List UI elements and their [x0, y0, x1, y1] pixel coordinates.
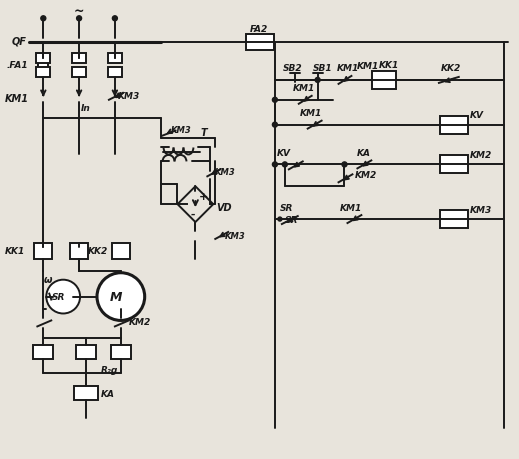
Text: KK2: KK2: [441, 64, 461, 73]
Text: KM3: KM3: [118, 92, 140, 101]
Text: QF: QF: [11, 36, 26, 46]
Text: KA: KA: [357, 149, 371, 157]
Circle shape: [46, 280, 80, 314]
Text: KM2: KM2: [354, 170, 377, 179]
Circle shape: [278, 218, 282, 222]
Bar: [440, 117, 468, 134]
Text: KM1: KM1: [293, 84, 315, 93]
Bar: [36, 68, 50, 78]
Text: .FA1: .FA1: [7, 62, 28, 70]
Bar: [72, 54, 86, 64]
Bar: [76, 346, 96, 359]
Text: KK2: KK2: [88, 247, 108, 256]
Text: T: T: [200, 127, 207, 137]
Circle shape: [272, 162, 277, 168]
Text: VD: VD: [216, 203, 232, 213]
Circle shape: [272, 98, 277, 103]
Text: +: +: [198, 192, 208, 202]
Text: M: M: [110, 291, 122, 303]
Bar: [74, 386, 98, 400]
Circle shape: [113, 17, 117, 22]
Text: KK1: KK1: [379, 61, 400, 69]
Text: KM1: KM1: [300, 109, 322, 118]
Text: KM3: KM3: [470, 205, 492, 214]
Bar: [33, 346, 53, 359]
Text: KM3: KM3: [215, 168, 236, 176]
Bar: [34, 243, 52, 259]
Text: R₂g: R₂g: [101, 365, 118, 374]
Text: ~: ~: [74, 5, 85, 18]
Bar: [372, 72, 396, 90]
Text: SR: SR: [285, 215, 298, 224]
Text: In: In: [81, 104, 91, 113]
Text: KM1: KM1: [339, 203, 362, 212]
Text: KM1: KM1: [357, 62, 379, 71]
Text: KM3: KM3: [171, 126, 192, 135]
Text: KM1: KM1: [5, 94, 29, 104]
Text: KA: KA: [101, 389, 115, 397]
Text: -: -: [190, 210, 195, 219]
Bar: [108, 68, 122, 78]
Text: KM2: KM2: [470, 151, 492, 160]
Text: FA2: FA2: [250, 25, 268, 34]
Circle shape: [282, 162, 288, 168]
Circle shape: [315, 78, 320, 83]
Circle shape: [272, 123, 277, 128]
Bar: [246, 35, 274, 51]
Bar: [36, 54, 50, 64]
Text: KV: KV: [277, 149, 291, 157]
Text: SR: SR: [51, 292, 65, 302]
Circle shape: [342, 162, 347, 168]
Text: KM1: KM1: [336, 64, 359, 73]
Text: SB2: SB2: [283, 64, 303, 73]
Text: ω: ω: [43, 274, 52, 284]
Circle shape: [97, 273, 145, 321]
Bar: [111, 346, 131, 359]
Circle shape: [77, 17, 81, 22]
Bar: [440, 156, 468, 174]
Text: SB1: SB1: [312, 64, 332, 73]
Text: KM2: KM2: [129, 317, 151, 326]
Bar: [38, 56, 48, 76]
Bar: [72, 68, 86, 78]
Circle shape: [41, 17, 46, 22]
Text: SR: SR: [280, 203, 293, 212]
Text: KM3: KM3: [225, 232, 246, 241]
Bar: [108, 54, 122, 64]
Bar: [38, 56, 48, 76]
Bar: [70, 243, 88, 259]
Bar: [440, 211, 468, 229]
Text: KK1: KK1: [5, 247, 25, 256]
Bar: [112, 243, 130, 259]
Text: KV: KV: [470, 111, 484, 120]
